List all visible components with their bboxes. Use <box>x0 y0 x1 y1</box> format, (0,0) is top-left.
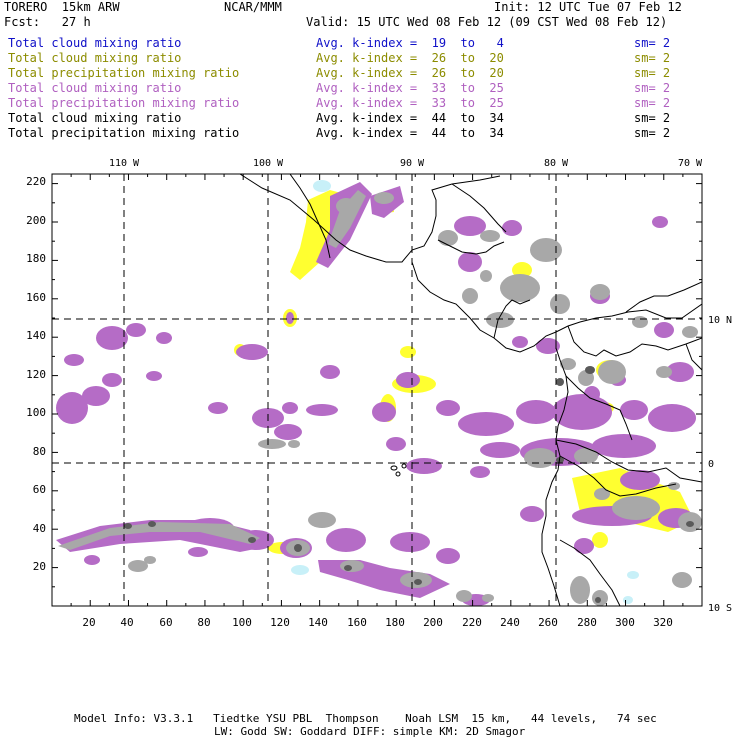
legend-smooth: sm= 2 <box>634 81 671 95</box>
x-tick-label: 160 <box>347 616 367 629</box>
x-tick-label: 60 <box>159 616 172 629</box>
x-tick-label: 220 <box>462 616 482 629</box>
legend-smooth: sm= 2 <box>634 66 671 80</box>
y-tick-marks <box>52 183 702 588</box>
legend-kindex: Avg. k-index = 33 to 25 <box>316 81 504 95</box>
dark-fill-layer <box>124 366 694 603</box>
legend-row: Total precipitation mixing ratio Avg. k-… <box>8 126 728 141</box>
legend-row: Total precipitation mixing ratio Avg. k-… <box>8 96 728 111</box>
latitude-label: 10 N <box>708 315 732 326</box>
legend-label: Total cloud mixing ratio <box>8 111 182 125</box>
legend-row: Total precipitation mixing ratio Avg. k-… <box>8 66 728 81</box>
x-tick-label: 40 <box>120 616 133 629</box>
legend-kindex: Avg. k-index = 26 to 20 <box>316 66 504 80</box>
longitude-label: 110 W <box>109 158 140 169</box>
x-tick-label: 260 <box>538 616 558 629</box>
y-tick-label: 80 <box>33 445 46 458</box>
longitude-label: 70 W <box>678 158 703 169</box>
legend-row: Total cloud mixing ratio Avg. k-index = … <box>8 51 728 66</box>
latlon-grid <box>52 174 702 606</box>
legend-smooth: sm= 2 <box>634 111 671 125</box>
y-tick-label: 100 <box>26 406 46 419</box>
legend-kindex: Avg. k-index = 33 to 25 <box>316 96 504 110</box>
y-tick-label: 60 <box>33 483 46 496</box>
longitude-label: 80 W <box>544 158 569 169</box>
legend-kindex: Avg. k-index = 44 to 34 <box>316 126 504 140</box>
gray-fill-layer <box>58 190 702 606</box>
valid-time: Valid: 15 UTC Wed 08 Feb 12 (09 CST Wed … <box>306 15 668 29</box>
legend-label: Total precipitation mixing ratio <box>8 126 240 140</box>
organization: NCAR/MMM <box>224 0 282 14</box>
x-tick-label: 180 <box>385 616 405 629</box>
legend-smooth: sm= 2 <box>634 126 671 140</box>
legend-kindex: Avg. k-index = 19 to 4 <box>316 36 504 50</box>
latitude-label: 10 S <box>708 603 732 614</box>
legend-row: Total cloud mixing ratio Avg. k-index = … <box>8 81 728 96</box>
x-tick-label: 80 <box>197 616 210 629</box>
x-tick-label: 280 <box>577 616 597 629</box>
x-tick-label: 20 <box>82 616 95 629</box>
x-tick-label: 320 <box>653 616 673 629</box>
legend-row: Total cloud mixing ratio Avg. k-index = … <box>8 111 728 126</box>
y-tick-label: 200 <box>26 214 46 227</box>
footer-physics-info: LW: Godd SW: Goddard DIFF: simple KM: 2D… <box>214 725 526 738</box>
legend-smooth: sm= 2 <box>634 96 671 110</box>
legend-smooth: sm= 2 <box>634 51 671 65</box>
init-time: Init: 12 UTC Tue 07 Feb 12 <box>494 0 682 14</box>
x-tick-marks <box>70 174 684 606</box>
legend-label: Total cloud mixing ratio <box>8 51 182 65</box>
x-tick-label: 200 <box>423 616 443 629</box>
legend-label: Total precipitation mixing ratio <box>8 66 240 80</box>
x-tick-label: 120 <box>270 616 290 629</box>
legend-label: Total cloud mixing ratio <box>8 81 182 95</box>
x-tick-label: 240 <box>500 616 520 629</box>
x-tick-label: 100 <box>232 616 252 629</box>
legend-row: Total cloud mixing ratio Avg. k-index = … <box>8 36 728 51</box>
x-tick-label: 300 <box>615 616 635 629</box>
forecast-hour: Fcst: 27 h <box>4 15 91 29</box>
model-name: TORERO 15km ARW <box>4 0 120 14</box>
y-tick-label: 160 <box>26 291 46 304</box>
y-tick-label: 20 <box>33 560 46 573</box>
coastlines <box>239 174 702 606</box>
y-tick-label: 140 <box>26 329 46 342</box>
y-tick-label: 40 <box>33 522 46 535</box>
longitude-label: 100 W <box>253 158 284 169</box>
y-tick-label: 220 <box>26 175 46 188</box>
legend-label: Total cloud mixing ratio <box>8 36 182 50</box>
legend-label: Total precipitation mixing ratio <box>8 96 240 110</box>
legend-kindex: Avg. k-index = 26 to 20 <box>316 51 504 65</box>
legend-kindex: Avg. k-index = 44 to 34 <box>316 111 504 125</box>
y-tick-label: 120 <box>26 368 46 381</box>
legend-smooth: sm= 2 <box>634 36 671 50</box>
y-tick-label: 180 <box>26 252 46 265</box>
x-tick-label: 140 <box>308 616 328 629</box>
longitude-label: 90 W <box>400 158 425 169</box>
footer-model-info: Model Info: V3.3.1 Tiedtke YSU PBL Thomp… <box>74 712 657 725</box>
latitude-label: 0 <box>708 459 714 470</box>
